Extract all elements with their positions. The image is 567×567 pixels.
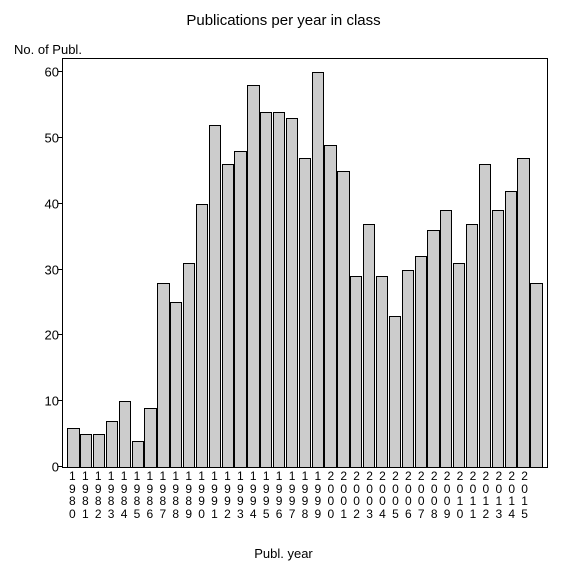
x-tick-label: 1989 — [182, 470, 195, 520]
bar — [247, 85, 259, 467]
bar — [312, 72, 324, 467]
bar — [363, 224, 375, 467]
x-tick-label: 1986 — [144, 470, 157, 520]
x-tick-label: 2010 — [454, 470, 467, 520]
bar — [286, 118, 298, 467]
x-tick-label: 1980 — [66, 470, 79, 520]
x-tick-label: 2012 — [480, 470, 493, 520]
bar — [505, 191, 517, 467]
x-tick-label: 1983 — [105, 470, 118, 520]
x-tick-label: 1982 — [92, 470, 105, 520]
x-tick-label: 2013 — [492, 470, 505, 520]
bar — [106, 421, 118, 467]
bar — [222, 164, 234, 467]
x-tick-label: 2014 — [505, 470, 518, 520]
bar — [440, 210, 452, 467]
x-tick-label: 1993 — [234, 470, 247, 520]
bar — [67, 428, 79, 467]
x-tick-label: 1987 — [156, 470, 169, 520]
bar — [234, 151, 246, 467]
y-tick-label: 60 — [19, 65, 59, 80]
y-tick-label: 30 — [19, 262, 59, 277]
bar — [453, 263, 465, 467]
bar — [337, 171, 349, 467]
bar — [157, 283, 169, 467]
x-tick-label: 1981 — [79, 470, 92, 520]
bars-group — [63, 59, 547, 467]
x-tick-label: 2008 — [428, 470, 441, 520]
y-tick-label: 10 — [19, 394, 59, 409]
bar — [479, 164, 491, 467]
chart-container: Publications per year in class No. of Pu… — [0, 0, 567, 567]
bar — [209, 125, 221, 467]
x-tick-label: 2006 — [402, 470, 415, 520]
x-tick-label: 1999 — [312, 470, 325, 520]
bar — [402, 270, 414, 467]
x-tick-label: 1997 — [286, 470, 299, 520]
y-tick-label: 20 — [19, 328, 59, 343]
bar — [427, 230, 439, 467]
bar — [260, 112, 272, 467]
bar — [517, 158, 529, 467]
y-axis-label: No. of Publ. — [14, 42, 82, 57]
x-tick-label: 2007 — [415, 470, 428, 520]
bar — [299, 158, 311, 467]
x-tick-label: 1992 — [221, 470, 234, 520]
bar — [530, 283, 542, 467]
x-tick-label: 1998 — [299, 470, 312, 520]
x-tick-label: 1996 — [273, 470, 286, 520]
x-ticks: 1980198119821983198419851986198719881989… — [62, 470, 548, 520]
x-tick-label: 2005 — [389, 470, 402, 520]
bar — [93, 434, 105, 467]
chart-title: Publications per year in class — [0, 12, 567, 29]
x-tick-label: 1995 — [260, 470, 273, 520]
bar — [119, 401, 131, 467]
y-tick-label: 0 — [19, 460, 59, 475]
y-tick-label: 50 — [19, 130, 59, 145]
x-tick-label: 1985 — [131, 470, 144, 520]
bar — [170, 302, 182, 467]
x-tick-label: 2003 — [363, 470, 376, 520]
x-tick-label: 2011 — [467, 470, 480, 520]
x-tick-label: 1988 — [169, 470, 182, 520]
bar — [144, 408, 156, 467]
bar — [350, 276, 362, 467]
plot-area — [62, 58, 548, 468]
x-tick-label: 1990 — [195, 470, 208, 520]
bar — [324, 145, 336, 467]
x-tick-label: 2000 — [324, 470, 337, 520]
x-tick-label: 2015 — [518, 470, 531, 520]
x-tick-label: 2009 — [441, 470, 454, 520]
bar — [376, 276, 388, 467]
x-tick-label — [531, 470, 544, 520]
x-tick-label: 2002 — [350, 470, 363, 520]
x-tick-label: 2001 — [337, 470, 350, 520]
bar — [132, 441, 144, 467]
x-tick-label: 1994 — [247, 470, 260, 520]
bar — [389, 316, 401, 467]
bar — [196, 204, 208, 467]
bar — [183, 263, 195, 467]
bar — [80, 434, 92, 467]
x-tick-label: 1991 — [208, 470, 221, 520]
bar — [415, 256, 427, 467]
x-tick-label: 1984 — [118, 470, 131, 520]
x-axis-label: Publ. year — [0, 546, 567, 561]
x-tick-label: 2004 — [376, 470, 389, 520]
bar — [273, 112, 285, 467]
bar — [466, 224, 478, 467]
bar — [492, 210, 504, 467]
y-tick-label: 40 — [19, 196, 59, 211]
